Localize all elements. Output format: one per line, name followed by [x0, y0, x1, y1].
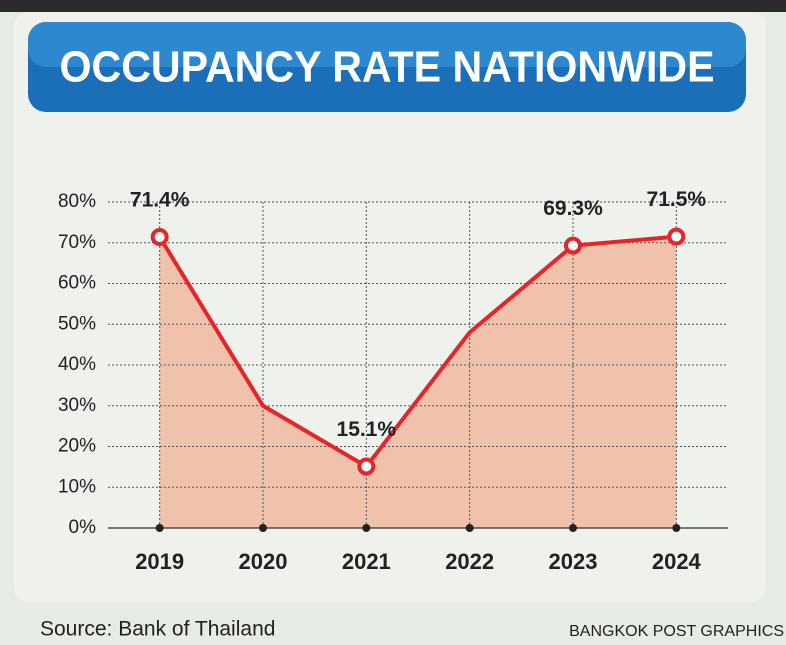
x-tick-label: 2020 [239, 549, 288, 574]
y-tick-label: 80% [58, 191, 96, 212]
credit: BANGKOK POST GRAPHICS [569, 623, 784, 640]
chart-title: OCCUPANCY RATE NATIONWIDE [60, 43, 715, 92]
axis-dot [155, 524, 164, 532]
y-tick-label: 70% [58, 232, 96, 253]
axis-dot [569, 524, 577, 532]
y-tick-label: 0% [69, 517, 97, 538]
source: Source: Bank of Thailand [40, 618, 275, 641]
marker [357, 457, 376, 476]
value-label: 15.1% [337, 418, 397, 441]
axis-dot [362, 524, 371, 532]
x-tick-label: 2023 [549, 549, 598, 574]
y-tick-label: 30% [58, 395, 96, 416]
x-tick-label: 2024 [652, 549, 702, 574]
x-tick-label: 2021 [342, 549, 391, 574]
axis-dot [465, 524, 474, 532]
y-tick-label: 20% [58, 436, 96, 457]
title-banner-highlight [28, 22, 746, 67]
marker [667, 227, 686, 246]
marker [150, 228, 169, 247]
x-tick-label: 2019 [135, 549, 184, 574]
axis-dot [259, 524, 267, 532]
value-label: 71.4% [130, 189, 190, 212]
axis-dot [672, 524, 681, 532]
line [157, 234, 677, 469]
x-tick-label: 2022 [445, 549, 494, 574]
top-border [0, 0, 786, 12]
y-tick-label: 60% [58, 273, 96, 294]
marker [564, 236, 582, 255]
y-tick-label: 50% [58, 313, 96, 334]
value-label: 69.3% [543, 197, 603, 220]
area [159, 236, 677, 528]
value-label: 71.5% [647, 188, 707, 211]
y-tick-label: 10% [58, 476, 96, 497]
y-tick-label: 40% [58, 354, 96, 375]
